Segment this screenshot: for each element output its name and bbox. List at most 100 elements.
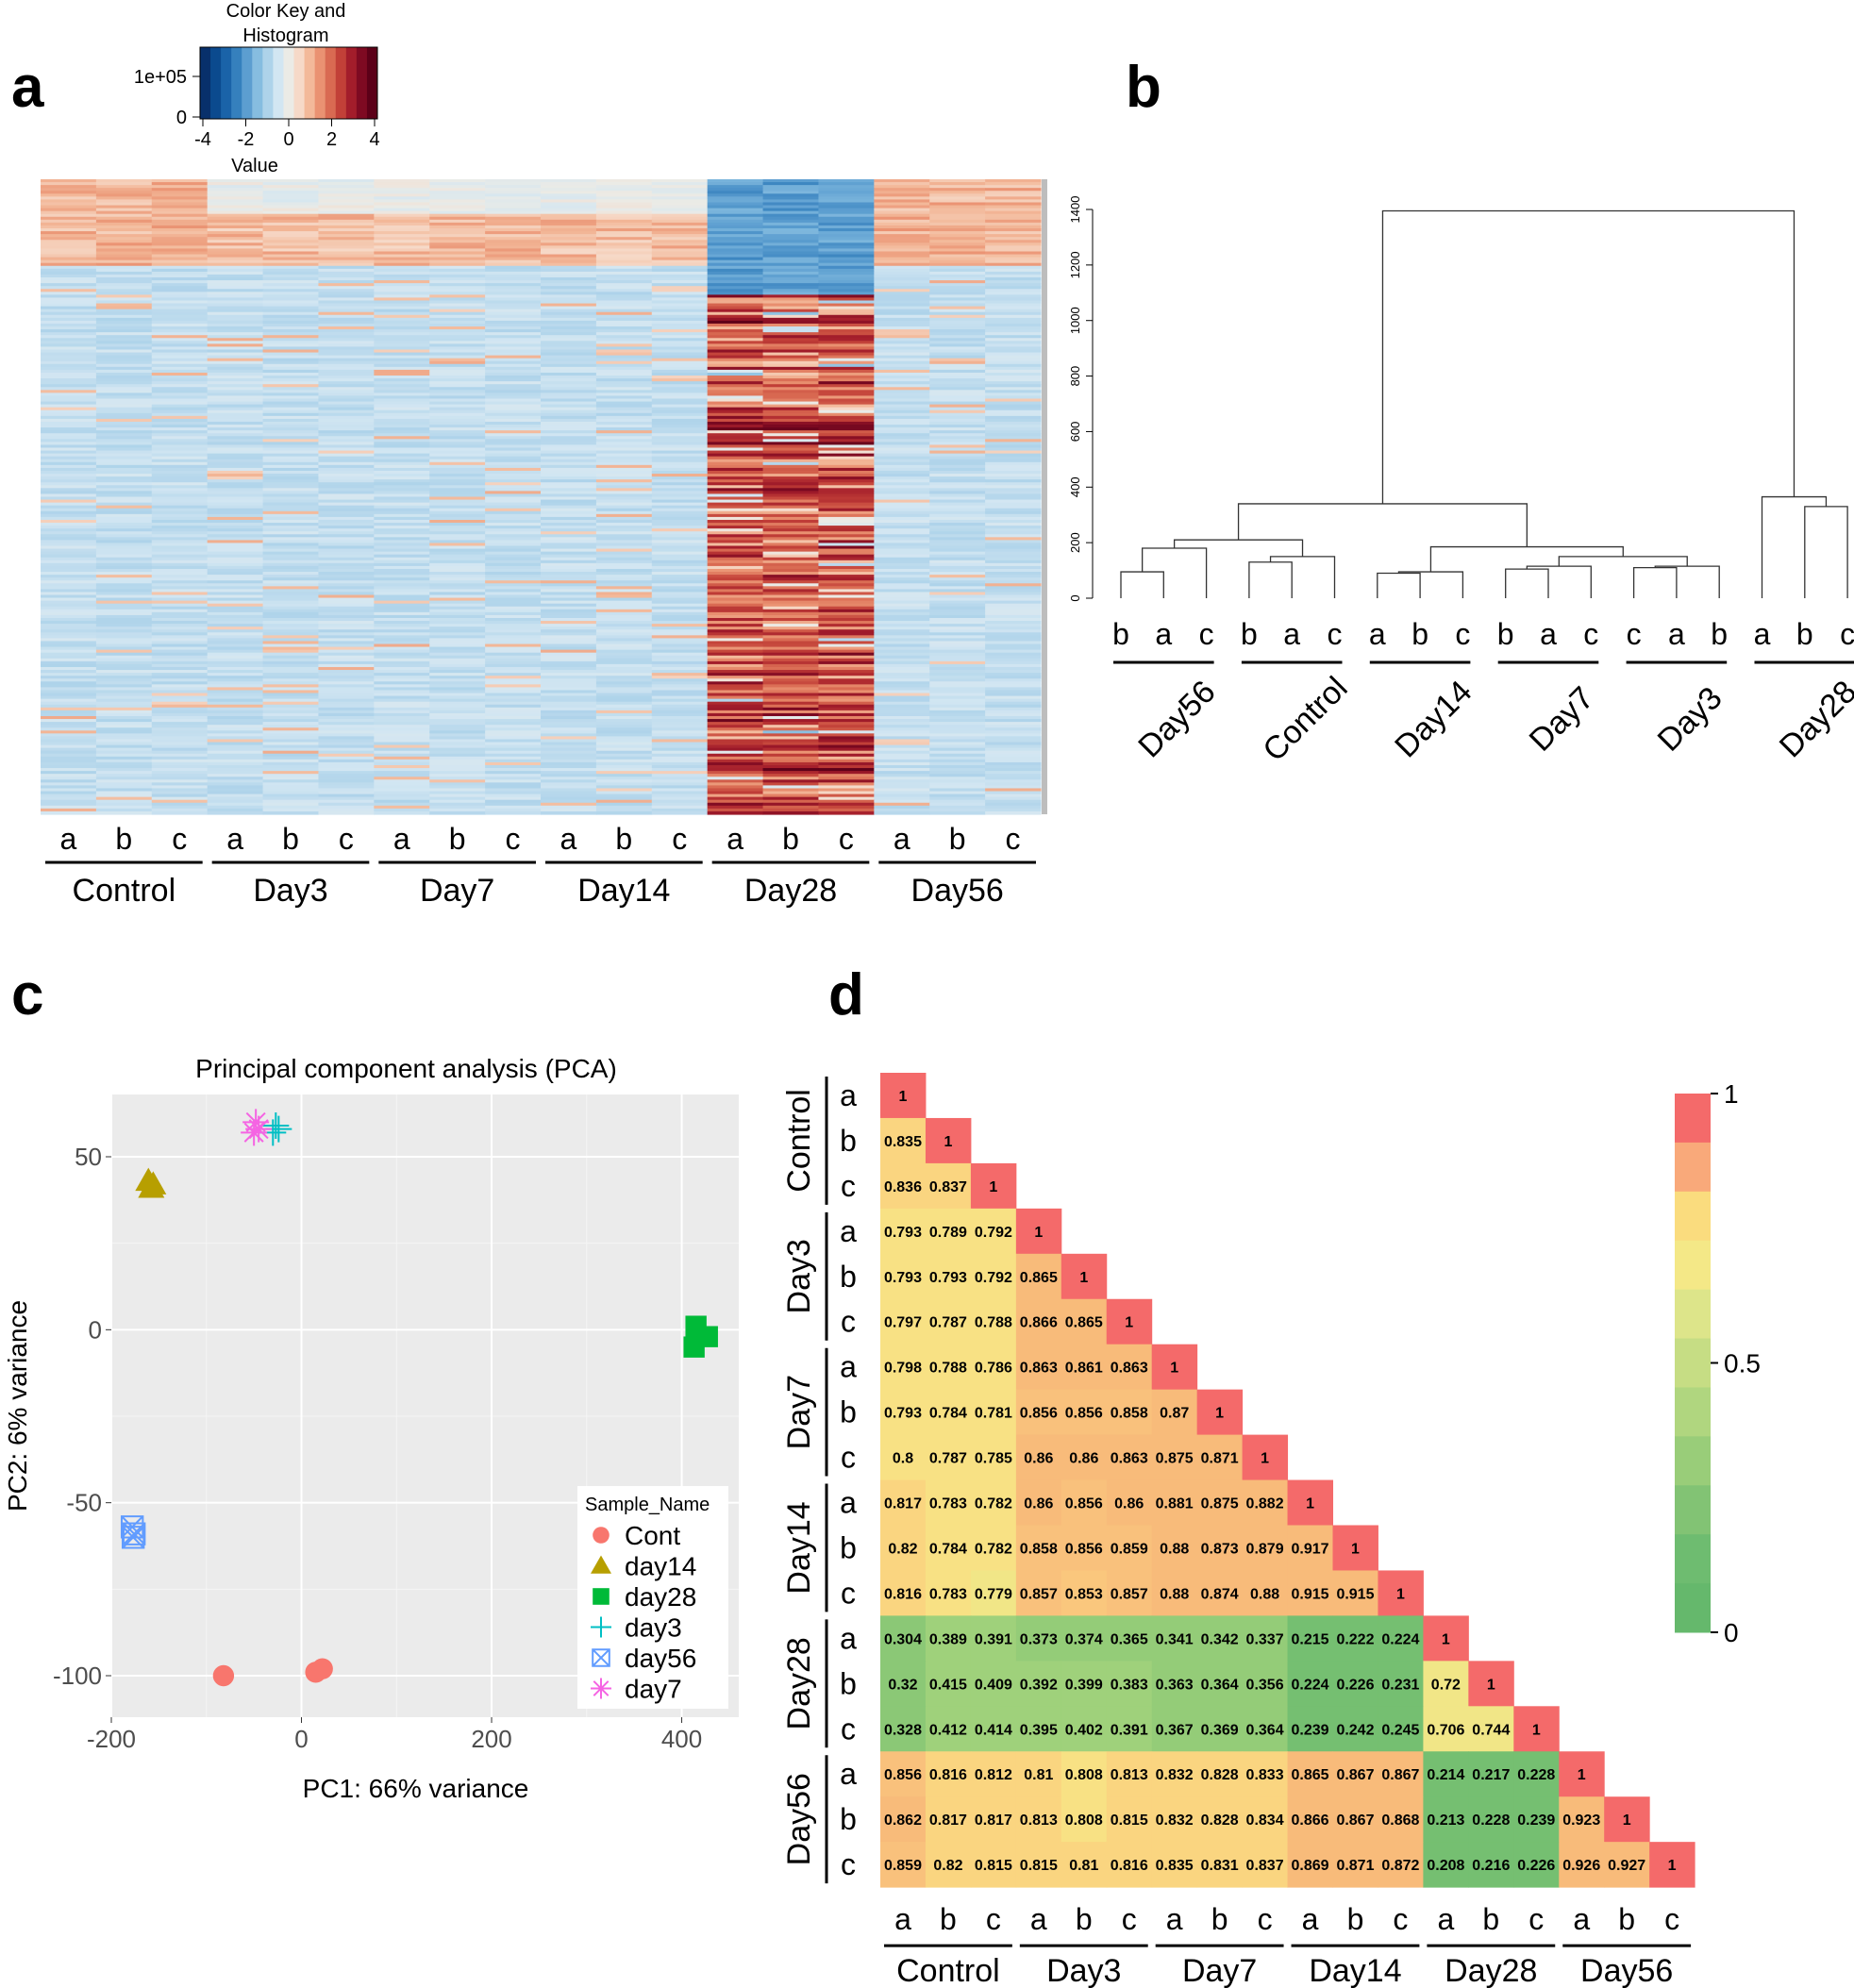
heatmap-cell	[95, 788, 153, 793]
heatmap-cell	[151, 363, 209, 368]
heatmap-cell	[151, 355, 209, 359]
heatmap-cell	[95, 257, 153, 261]
heatmap-cell	[485, 655, 542, 660]
heatmap-cell	[874, 712, 930, 717]
heatmap-cell	[318, 300, 375, 305]
heatmap-cell	[41, 179, 97, 183]
heatmap-cell	[762, 205, 820, 209]
heatmap-cell	[762, 545, 820, 550]
heatmap-cell	[929, 690, 986, 694]
heatmap-cell	[207, 629, 264, 633]
heatmap-cell	[595, 572, 653, 576]
heatmap-cell	[595, 557, 653, 561]
heatmap-cell	[595, 537, 653, 541]
heatmap-cell	[429, 655, 486, 660]
heatmap-cell	[318, 237, 375, 241]
heatmap-cell	[595, 381, 653, 385]
heatmap-cell	[207, 464, 264, 469]
heatmap-cell	[41, 673, 97, 677]
heatmap-cell	[651, 407, 709, 411]
heatmap-cell	[374, 641, 430, 645]
heatmap-cell	[874, 516, 930, 521]
heatmap-cell	[595, 704, 653, 709]
heatmap-cell	[41, 372, 97, 376]
heatmap-cell	[651, 341, 709, 344]
heatmap-cell	[707, 537, 764, 541]
heatmap-cell	[929, 744, 986, 749]
heatmap-cell	[374, 583, 430, 587]
heatmap-cell	[374, 369, 430, 374]
corr-cell-value: 0.87	[1160, 1406, 1189, 1422]
heatmap-cell	[429, 652, 486, 657]
panel-label-b: b	[1126, 55, 1161, 120]
heatmap-cell	[318, 384, 375, 388]
pca-legend-label: Cont	[625, 1521, 680, 1550]
corr-cell	[1287, 1661, 1333, 1707]
heatmap-cell	[595, 551, 653, 556]
heatmap-cell	[41, 808, 97, 812]
heatmap-cell	[41, 251, 97, 256]
heatmap-cell	[762, 493, 820, 498]
corr-cell-value: 0.871	[1201, 1451, 1239, 1467]
heatmap-cell	[541, 742, 597, 746]
heatmap-cell	[985, 572, 1042, 576]
column-group-label: Day3	[253, 873, 327, 909]
heatmap-cell	[485, 568, 542, 573]
heatmap-cell	[874, 747, 930, 752]
heatmap-cell	[874, 376, 930, 379]
heatmap-cell	[541, 430, 597, 434]
heatmap-cell	[429, 756, 486, 760]
heatmap-cell	[41, 485, 97, 489]
heatmap-cell	[541, 782, 597, 787]
corr-cell	[1242, 1615, 1289, 1662]
heatmap-cell	[818, 309, 875, 313]
heatmap-cell	[651, 528, 709, 532]
heatmap-cell	[985, 240, 1042, 243]
heatmap-cell	[95, 632, 153, 636]
heatmap-cell	[985, 259, 1042, 264]
heatmap-cell	[485, 240, 542, 243]
heatmap-cell	[651, 182, 709, 186]
heatmap-cell	[595, 262, 653, 267]
heatmap-cell	[374, 496, 430, 501]
heatmap-cell	[762, 560, 820, 564]
heatmap-cell	[41, 418, 97, 423]
heatmap-cell	[874, 191, 930, 194]
corr-cell-value: 0.364	[1201, 1677, 1239, 1693]
heatmap-cell	[95, 234, 153, 238]
heatmap-cell	[151, 407, 209, 411]
heatmap-cell	[595, 771, 653, 775]
heatmap-cell	[41, 534, 97, 538]
heatmap-cell	[262, 710, 320, 714]
heatmap-cell	[318, 600, 375, 605]
heatmap-cell	[429, 332, 486, 336]
heatmap-cell	[541, 805, 597, 810]
color-key-tick-label: -4	[194, 129, 211, 150]
heatmap-cell	[651, 796, 709, 801]
heatmap-cell	[874, 733, 930, 738]
heatmap-cell	[762, 208, 820, 212]
dendro-y-tick-label: 200	[1068, 532, 1082, 553]
heatmap-cell	[762, 360, 820, 365]
heatmap-cell	[374, 343, 430, 348]
heatmap-cell	[707, 335, 764, 339]
heatmap-cell	[318, 199, 375, 204]
heatmap-cell	[595, 476, 653, 480]
heatmap-cell	[429, 641, 486, 645]
heatmap-cell	[818, 311, 875, 316]
heatmap-cell	[929, 646, 986, 651]
heatmap-cell	[485, 358, 542, 362]
heatmap-cell	[707, 461, 764, 466]
heatmap-cell	[374, 265, 430, 270]
heatmap-cell	[374, 617, 430, 622]
heatmap-cell	[429, 376, 486, 379]
heatmap-cell	[874, 617, 930, 622]
heatmap-cell	[485, 343, 542, 348]
heatmap-cell	[874, 670, 930, 674]
heatmap-cell	[318, 719, 375, 723]
heatmap-cell	[429, 614, 486, 619]
heatmap-cell	[762, 537, 820, 541]
heatmap-cell	[874, 306, 930, 310]
heatmap-cell	[707, 678, 764, 682]
heatmap-cell	[985, 597, 1042, 602]
